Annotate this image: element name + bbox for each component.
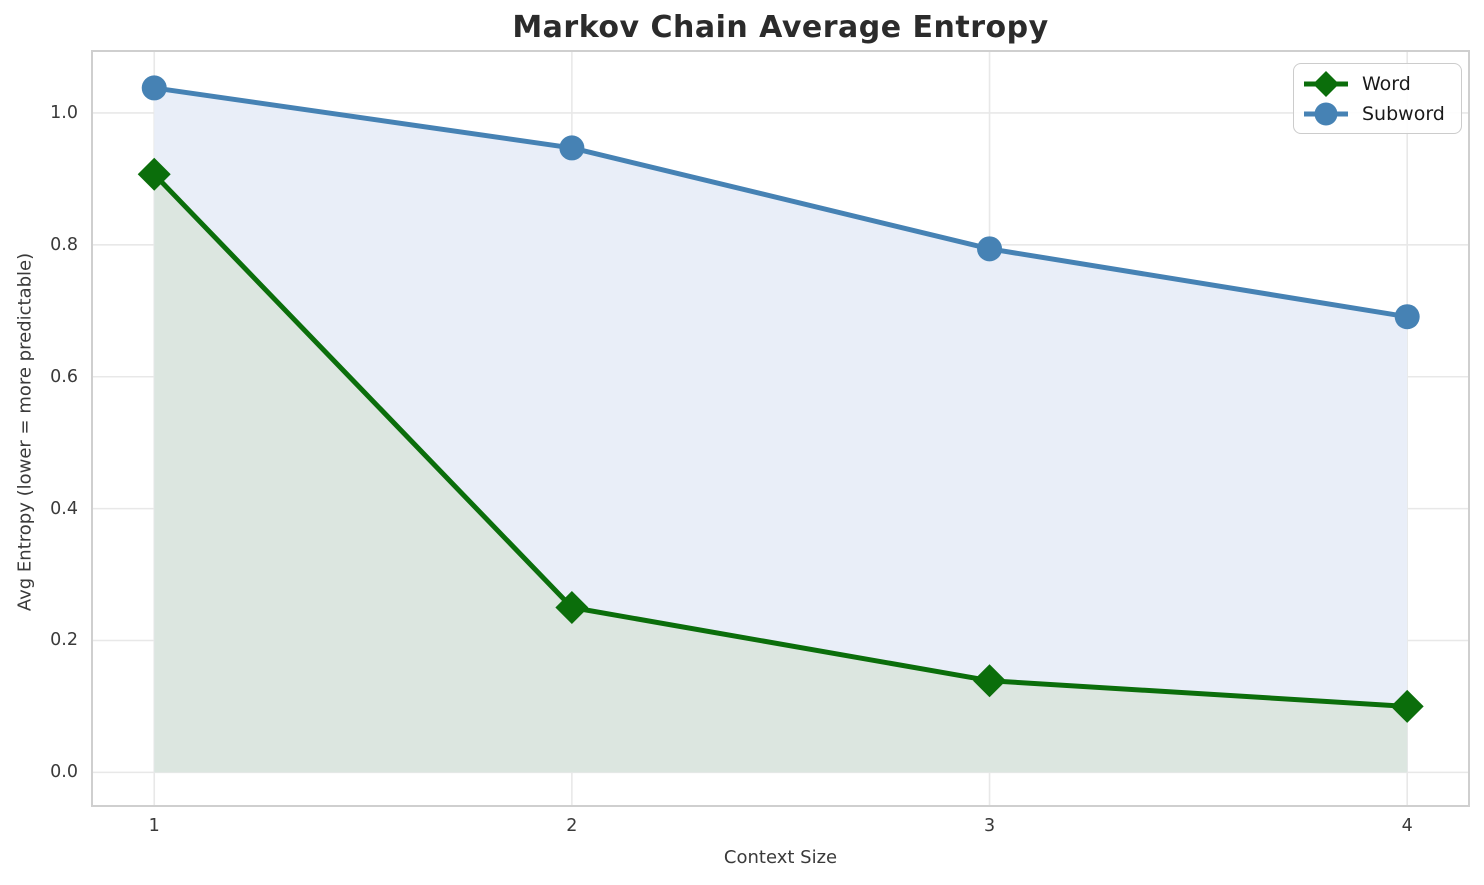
x-tick-label: 1 bbox=[148, 816, 160, 836]
y-axis-label: Avg Entropy (lower = more predictable) bbox=[14, 252, 36, 612]
word-line-marker-sample bbox=[1304, 70, 1348, 97]
word-data-point bbox=[555, 591, 589, 625]
chart-title: Markov Chain Average Entropy bbox=[512, 10, 1049, 45]
legend-item-subword: Subword bbox=[1302, 99, 1445, 128]
subword-data-point bbox=[559, 135, 585, 161]
y-tick-label: 0.0 bbox=[50, 762, 78, 783]
legend-label-subword: Subword bbox=[1362, 102, 1445, 125]
y-tick-label: 0.2 bbox=[50, 630, 78, 651]
subword-data-point bbox=[141, 75, 167, 101]
y-tick-label: 0.6 bbox=[50, 366, 78, 387]
word-legend-marker bbox=[1313, 70, 1339, 97]
subword-data-point bbox=[977, 236, 1003, 262]
subword-line-marker-sample bbox=[1304, 102, 1348, 125]
word-data-point bbox=[1390, 689, 1424, 723]
x-tick-label: 4 bbox=[1401, 816, 1413, 836]
word-data-point bbox=[973, 664, 1007, 698]
y-tick-label: 0.4 bbox=[50, 498, 78, 519]
x-tick-label: 3 bbox=[983, 816, 996, 836]
word-line bbox=[151, 171, 1410, 709]
axes-border bbox=[91, 50, 1470, 807]
subword-legend-marker bbox=[1314, 102, 1338, 125]
word-area-fill bbox=[154, 174, 1408, 773]
x-tick-label: 2 bbox=[566, 816, 578, 836]
legend-item-word: Word bbox=[1302, 69, 1445, 98]
y-tick-label: 0.8 bbox=[50, 234, 78, 255]
subword-data-point bbox=[1394, 304, 1420, 330]
legend: Word Subword bbox=[1293, 63, 1462, 134]
word-data-point bbox=[137, 157, 171, 191]
subword-line bbox=[151, 85, 1410, 320]
x-axis-label: Context Size bbox=[723, 847, 838, 868]
y-tick-label: 1.0 bbox=[50, 102, 78, 123]
legend-label-word: Word bbox=[1362, 72, 1411, 95]
